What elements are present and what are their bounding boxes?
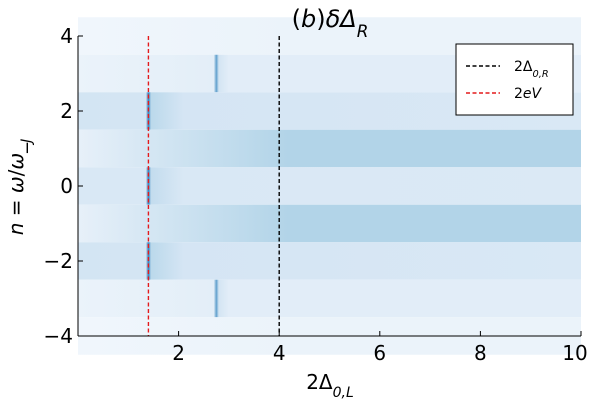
y-tick-label: 2 [60,99,73,123]
x-tick-label: 6 [373,341,386,365]
legend-label: 2Δ0,R [514,59,549,80]
y-axis-label: n = ω/ω_J [4,139,35,236]
x-tick-label: 2 [172,341,185,365]
y-tick-label: 0 [60,174,73,198]
y-tick-label: −4 [44,324,73,348]
band-n--3 [78,279,581,318]
legend-box [455,43,574,116]
y-tick-label: 4 [60,24,73,48]
x-tick-label: 4 [273,341,286,365]
axes: 2 4 6 8 10 −4 −2 0 2 4 [44,24,588,365]
x-tick-label: 8 [474,341,487,365]
band-n--2 [78,242,581,280]
reference-lines [147,36,280,336]
y-tick-label: −2 [44,249,73,273]
band-n--1 [78,204,581,243]
band-n-1 [78,129,581,168]
chart-title: (b)δΔR [292,5,369,41]
x-axis-label: 2Δ0,L [306,370,354,400]
band-n-0 [78,167,581,205]
legend-label: 2eV [514,86,543,102]
legend: 2Δ0,R 2eV [455,43,574,116]
x-tick-label: 10 [562,341,587,365]
